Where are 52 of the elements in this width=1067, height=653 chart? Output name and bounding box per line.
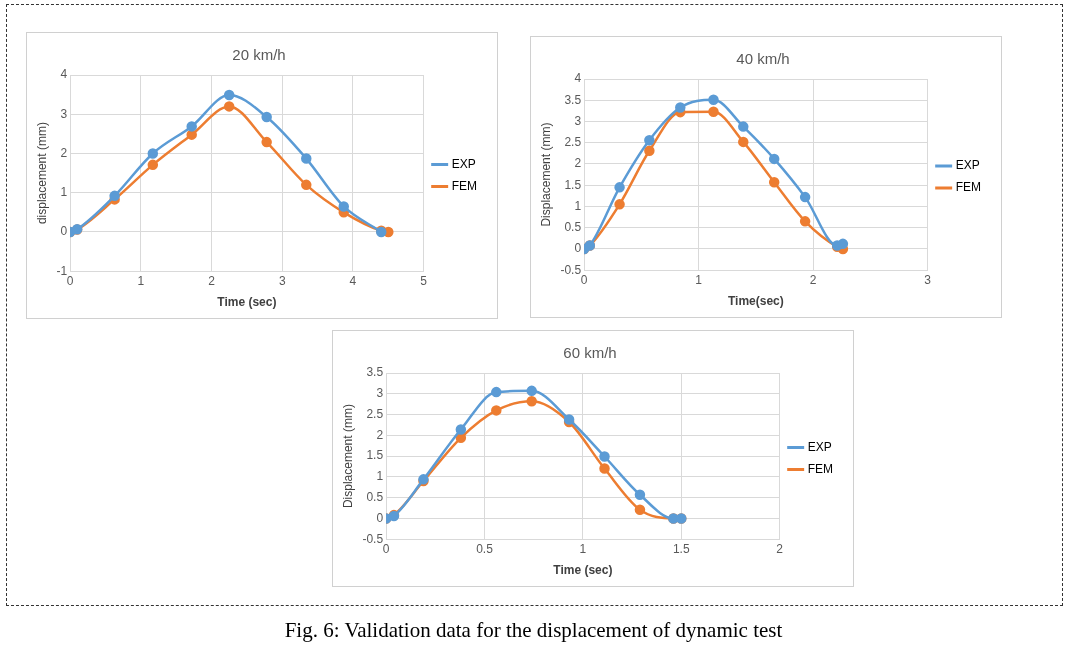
y-tick-label: 4 xyxy=(574,71,582,86)
x-tick-label: 2 xyxy=(776,541,784,556)
y-tick-label: 4 xyxy=(60,67,68,82)
y-tick-label: 3 xyxy=(376,386,384,401)
chart-title: 60 km/h xyxy=(563,344,617,362)
y-tick-label: 2.5 xyxy=(366,406,384,421)
x-tick-label: 3 xyxy=(278,273,286,288)
legend-label: EXP xyxy=(955,158,980,173)
y-tick-label: -0.5 xyxy=(362,531,384,546)
x-tick-label: 4 xyxy=(349,273,357,288)
y-tick-label: 0.5 xyxy=(366,489,384,504)
x-tick-label: 2 xyxy=(208,273,216,288)
y-tick-label: 1 xyxy=(376,469,384,484)
y-axis-title: displacement (mm) xyxy=(34,122,49,225)
x-tick-label: 5 xyxy=(420,273,428,288)
x-tick-label: 0.5 xyxy=(476,541,494,556)
y-tick-label: 1 xyxy=(574,198,582,213)
legend-label: FEM xyxy=(955,180,982,195)
y-tick-label: 1 xyxy=(60,185,68,200)
chart-title: 20 km/h xyxy=(232,46,286,64)
y-tick-label: 2 xyxy=(376,427,384,442)
y-tick-label: 2 xyxy=(574,156,582,171)
y-tick-label: 2 xyxy=(60,145,68,160)
y-tick-label: 3.5 xyxy=(564,92,582,107)
y-tick-label: 0 xyxy=(376,510,384,525)
y-tick-label: 0 xyxy=(574,241,582,256)
x-axis-title: Time(sec) xyxy=(727,294,784,309)
legend-label: FEM xyxy=(451,178,478,193)
x-tick-label: 3 xyxy=(924,272,932,287)
y-tick-label: 1.5 xyxy=(564,177,582,192)
y-tick-label: 3 xyxy=(60,106,68,121)
x-tick-label: 1 xyxy=(137,273,145,288)
x-tick-label: 1.5 xyxy=(672,541,690,556)
chart-title: 40 km/h xyxy=(736,50,790,68)
y-tick-label: 0 xyxy=(60,224,68,239)
caption: Fig. 6: Validation data for the displacement of dynamic test xyxy=(283,618,784,643)
x-axis-title: Time (sec) xyxy=(553,563,613,578)
y-tick-label: -0.5 xyxy=(560,262,582,277)
y-tick-label: 2.5 xyxy=(564,135,582,150)
y-axis-title: Displacement (mm) xyxy=(538,122,553,227)
y-axis-title: Displacement (mm) xyxy=(340,404,355,509)
y-tick-label: 1.5 xyxy=(366,448,384,463)
x-axis-title: Time (sec) xyxy=(217,295,277,310)
y-tick-label: 0.5 xyxy=(564,220,582,235)
legend-label: EXP xyxy=(807,439,832,454)
y-tick-label: 3 xyxy=(574,113,582,128)
y-tick-label: -1 xyxy=(56,263,68,278)
x-tick-label: 1 xyxy=(695,272,703,287)
legend-label: FEM xyxy=(807,461,834,476)
y-tick-label: 3.5 xyxy=(366,365,384,380)
x-tick-label: 2 xyxy=(809,272,817,287)
legend-label: EXP xyxy=(451,156,476,171)
